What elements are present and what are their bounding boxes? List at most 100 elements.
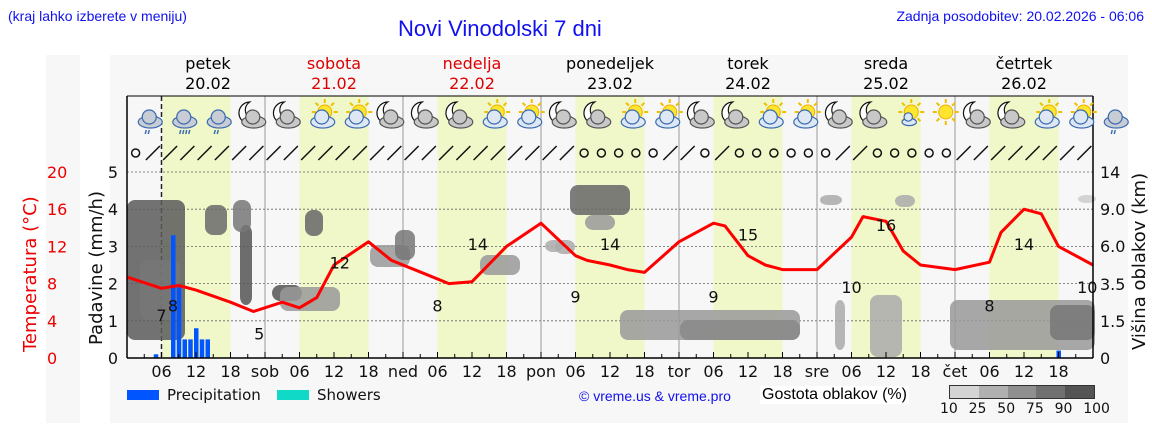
svg-text:2: 2 (108, 275, 118, 294)
day-name: nedelja (443, 54, 502, 73)
svg-text:sre: sre (805, 362, 829, 381)
svg-text:6.0: 6.0 (1100, 237, 1125, 256)
wind-barb-icon (1059, 145, 1075, 161)
precip-bar (171, 235, 176, 358)
temp-label: 7 (156, 306, 166, 325)
wind-calm-icon (579, 148, 589, 158)
wind-calm-icon (648, 148, 658, 158)
page-title: Novi Vinodolski 7 dni (398, 16, 602, 41)
wind-barb-icon (542, 145, 558, 161)
svg-text:8: 8 (47, 275, 57, 294)
wind-barb-icon (973, 145, 989, 161)
wind-calm-icon (786, 148, 796, 158)
sun-cloud-icon (517, 99, 545, 129)
svg-text:18: 18 (910, 362, 930, 381)
legend-showers-swatch (277, 390, 309, 400)
svg-text:1.5: 1.5 (1100, 312, 1125, 331)
moon-cloud-icon (721, 101, 750, 129)
wind-barb-icon (300, 145, 316, 161)
wind-calm-icon (941, 148, 952, 158)
temp-label: 14 (468, 235, 488, 254)
cloud-density-scale (949, 385, 1095, 399)
credit-link[interactable]: © vreme.us & vreme.pro (579, 388, 731, 404)
svg-text:0: 0 (108, 349, 118, 368)
wind-barb-icon (421, 145, 437, 161)
moon-cloud-icon (583, 101, 612, 129)
day-date: 22.02 (449, 74, 495, 93)
wind-barb-icon (1025, 145, 1041, 161)
svg-text:12: 12 (1014, 362, 1034, 381)
temp-label: 9 (570, 287, 580, 306)
legend-showers-label: Showers (317, 386, 381, 404)
svg-text:4: 4 (47, 312, 57, 331)
wind-calm-icon (734, 148, 745, 158)
wind-barb-icon (317, 145, 333, 161)
wind-calm-icon (924, 148, 934, 158)
svg-text:06: 06 (703, 362, 723, 381)
svg-text:12: 12 (876, 362, 896, 381)
moon-cloud-icon (686, 101, 715, 129)
sun-cloud-icon (1069, 99, 1097, 129)
svg-text:18: 18 (634, 362, 654, 381)
wind-barb-icon (662, 145, 678, 161)
temp-label: 16 (876, 216, 896, 235)
day-date: 23.02 (587, 74, 633, 93)
svg-text:1: 1 (108, 312, 118, 331)
grid-lines (127, 96, 1093, 358)
svg-text:čet: čet (943, 362, 968, 381)
wind-barb-icon (352, 145, 368, 161)
temp-label: 14 (1014, 235, 1034, 254)
cloud-rain-icon (137, 109, 163, 135)
day-name: četrtek (996, 54, 1054, 73)
svg-text:18: 18 (772, 362, 792, 381)
wind-calm-icon (907, 148, 917, 158)
sun-cloud-icon (344, 99, 373, 129)
svg-text:0: 0 (47, 349, 57, 368)
wind-barb-icon (455, 145, 471, 161)
svg-text:06: 06 (289, 362, 309, 381)
svg-text:5: 5 (108, 163, 118, 182)
sun-cloud-icon (620, 99, 649, 129)
wind-calm-icon (803, 148, 814, 158)
moon-cloud-icon (272, 101, 301, 129)
svg-text:12: 12 (600, 362, 620, 381)
wind-calm-icon (769, 148, 779, 158)
moon-cloud-icon (410, 101, 439, 129)
moon-cloud-icon (548, 101, 577, 129)
precip-bar (153, 354, 159, 358)
day-name: sreda (864, 54, 908, 73)
wind-barb-icon (956, 145, 972, 161)
sun-small-cloud-icon (898, 99, 925, 127)
temp-label: 10 (1077, 278, 1097, 297)
cloud-rain-icon (1103, 109, 1129, 135)
sun-cloud-icon (1034, 99, 1063, 129)
wind-barb-icon (473, 145, 489, 161)
wind-barb-icon (1007, 145, 1023, 161)
precip-bar (205, 339, 210, 358)
wind-barbs-row (130, 145, 1092, 161)
cloud-density-label: Gostota oblakov (%) (760, 386, 909, 404)
day-date: 20.02 (185, 74, 231, 93)
svg-text:06: 06 (151, 362, 171, 381)
cloud-rain-icon (206, 109, 232, 135)
wind-barb-icon (438, 145, 454, 161)
svg-text:12: 12 (47, 237, 67, 256)
moon-cloud-icon (238, 101, 267, 129)
temp-label: 5 (254, 325, 264, 344)
wind-calm-icon (872, 148, 883, 158)
wind-calm-icon (751, 148, 762, 158)
wind-barb-icon (852, 145, 868, 161)
wind-barb-icon (197, 145, 213, 161)
wind-calm-icon (820, 148, 831, 158)
svg-text:18: 18 (220, 362, 240, 381)
temp-label: 9 (708, 287, 718, 306)
precip-bar (182, 339, 187, 358)
sun-icon (932, 99, 959, 125)
wind-barb-icon (490, 145, 506, 161)
temp-label: 12 (330, 253, 350, 272)
wind-barb-icon (162, 145, 178, 161)
city-menu-hint[interactable]: (kraj lahko izberete v meniju) (8, 8, 187, 24)
temperature-axis-panel (46, 55, 80, 423)
